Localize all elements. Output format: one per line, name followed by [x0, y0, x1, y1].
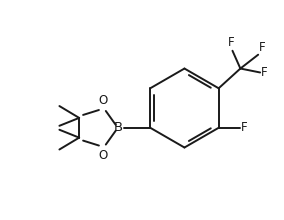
Text: F: F [241, 121, 248, 134]
Text: O: O [98, 148, 107, 161]
Text: F: F [259, 41, 266, 54]
Text: B: B [114, 121, 123, 134]
Text: F: F [228, 36, 235, 49]
Text: F: F [261, 66, 268, 79]
Text: O: O [98, 94, 107, 107]
